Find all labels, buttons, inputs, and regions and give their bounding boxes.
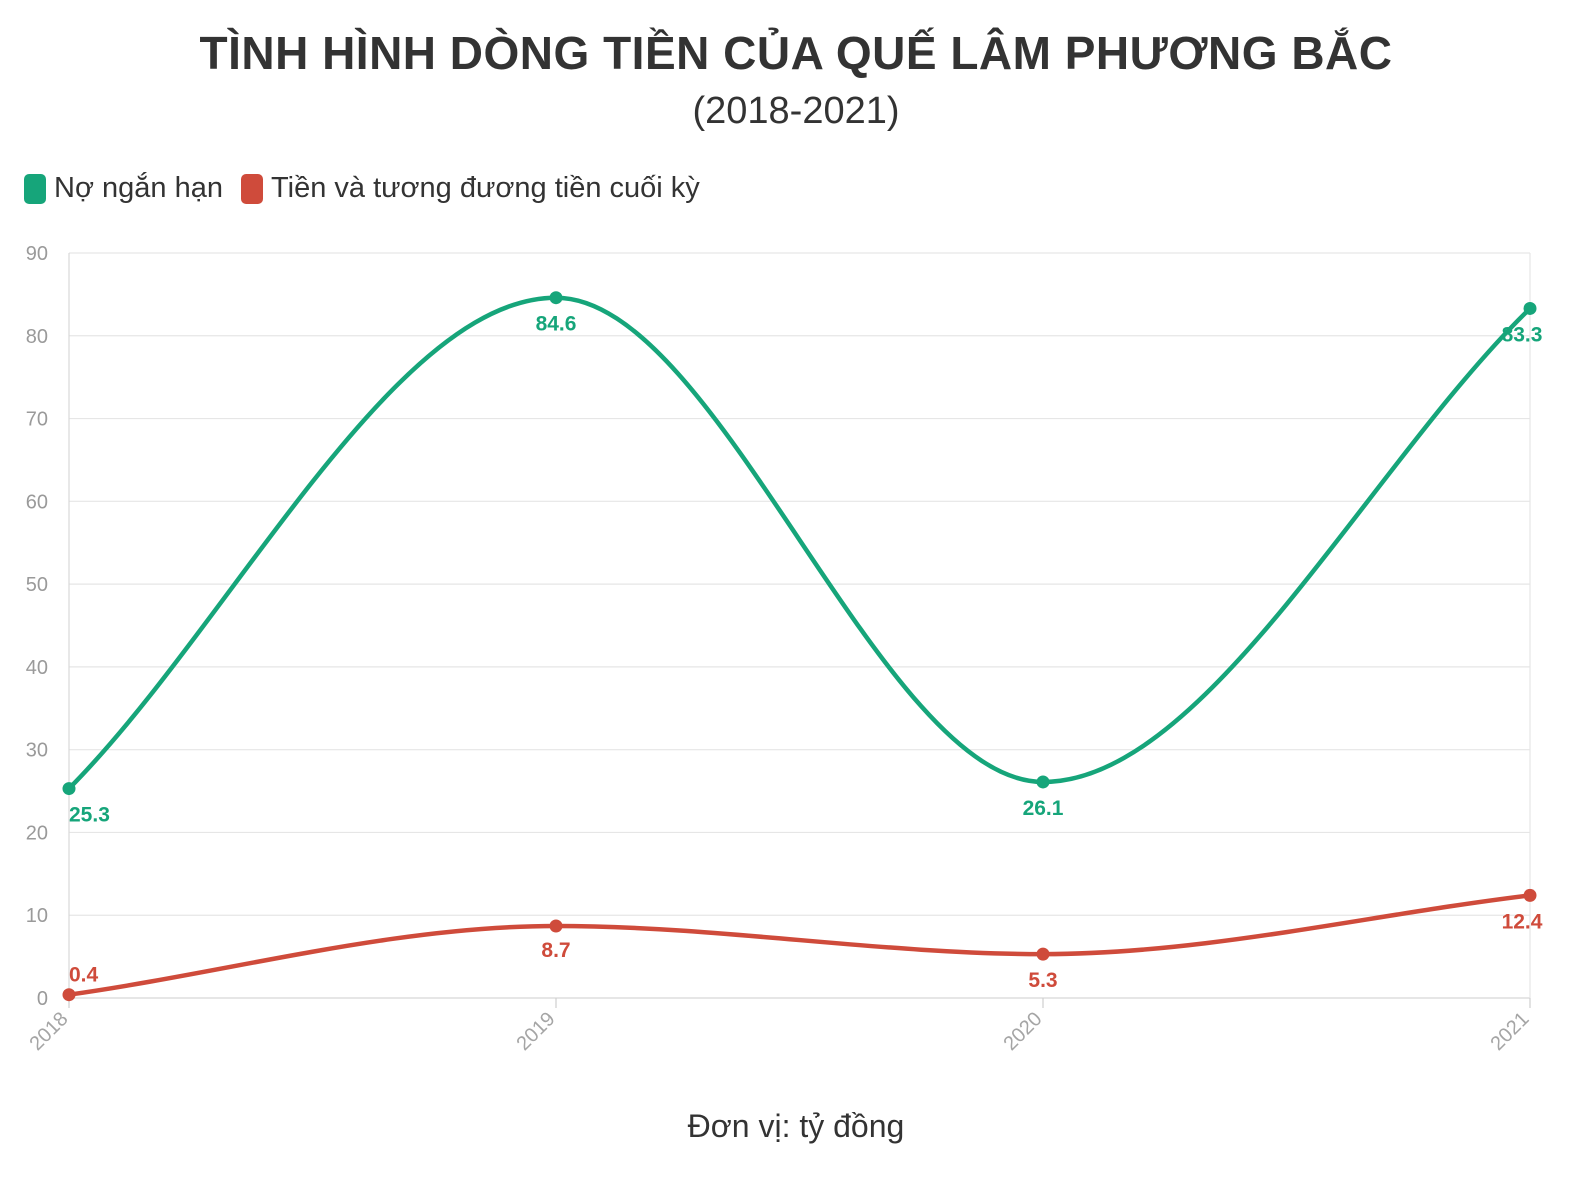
legend-label-cash: Tiền và tương đương tiền cuối kỳ xyxy=(270,172,700,204)
series-line-1 xyxy=(66,893,1533,997)
series-line-0 xyxy=(66,295,1533,791)
chart-subtitle: (2018-2021) xyxy=(692,90,900,132)
data-label-0-2019: 84.6 xyxy=(536,313,577,336)
y-tick-label-90: 90 xyxy=(26,243,48,265)
x-tick-label-2021: 2021 xyxy=(1487,1008,1534,1055)
y-tick-label-80: 80 xyxy=(26,326,48,348)
y-tick-label-30: 30 xyxy=(26,740,48,762)
data-point-1-2020 xyxy=(1036,947,1050,961)
data-point-1-2018 xyxy=(62,988,76,1002)
data-label-0-2020: 26.1 xyxy=(1023,797,1064,820)
legend-swatch-short-term-debt xyxy=(24,173,46,204)
data-label-0-2018: 25.3 xyxy=(69,804,110,827)
data-point-0-2019 xyxy=(549,291,563,305)
data-label-1-2018: 0.4 xyxy=(69,964,99,987)
y-tick-label-40: 40 xyxy=(26,657,48,679)
series xyxy=(62,291,1537,1002)
x-tick-label-2018: 2018 xyxy=(26,1008,73,1055)
data-point-0-2021 xyxy=(1523,301,1537,315)
data-point-1-2019 xyxy=(549,919,563,933)
y-tick-label-10: 10 xyxy=(26,905,48,927)
y-tick-label-20: 20 xyxy=(26,822,48,844)
unit-note: Đơn vị: tỷ đồng xyxy=(687,1108,905,1144)
legend-swatch-cash xyxy=(240,173,263,204)
x-axis: 2018 2019 2020 2021 xyxy=(26,998,1534,1055)
data-label-1-2021: 12.4 xyxy=(1502,910,1543,933)
data-point-1-2021 xyxy=(1523,888,1537,902)
y-tick-label-60: 60 xyxy=(26,491,48,513)
data-label-1-2019: 8.7 xyxy=(541,939,570,962)
data-point-0-2018 xyxy=(62,782,76,796)
data-label-0-2021: 83.3 xyxy=(1502,323,1543,346)
x-tick-label-2019: 2019 xyxy=(513,1008,560,1055)
legend-item-cash[interactable]: Tiền và tương đương tiền cuối kỳ xyxy=(240,172,700,205)
legend-label-short-term-debt: Nợ ngắn hạn xyxy=(54,172,223,204)
grid xyxy=(68,252,1531,999)
legend-item-short-term-debt[interactable]: Nợ ngắn hạn xyxy=(24,172,223,205)
data-label-1-2020: 5.3 xyxy=(1028,969,1057,992)
y-tick-label-50: 50 xyxy=(26,574,48,596)
y-axis: 0 10 20 30 40 50 60 70 80 90 xyxy=(26,243,48,1010)
y-tick-label-0: 0 xyxy=(37,988,48,1010)
x-tick-label-2020: 2020 xyxy=(1000,1008,1047,1055)
legend: Nợ ngắn hạn Tiền và tương đương tiền cuố… xyxy=(24,172,718,205)
chart-title: TÌNH HÌNH DÒNG TIỀN CỦA QUẾ LÂM PHƯƠNG B… xyxy=(199,27,1393,79)
y-tick-label-70: 70 xyxy=(26,409,48,431)
data-labels: 25.3 84.6 26.1 83.3 0.4 8.7 5.3 12.4 xyxy=(69,313,1543,992)
data-point-0-2020 xyxy=(1036,775,1050,789)
